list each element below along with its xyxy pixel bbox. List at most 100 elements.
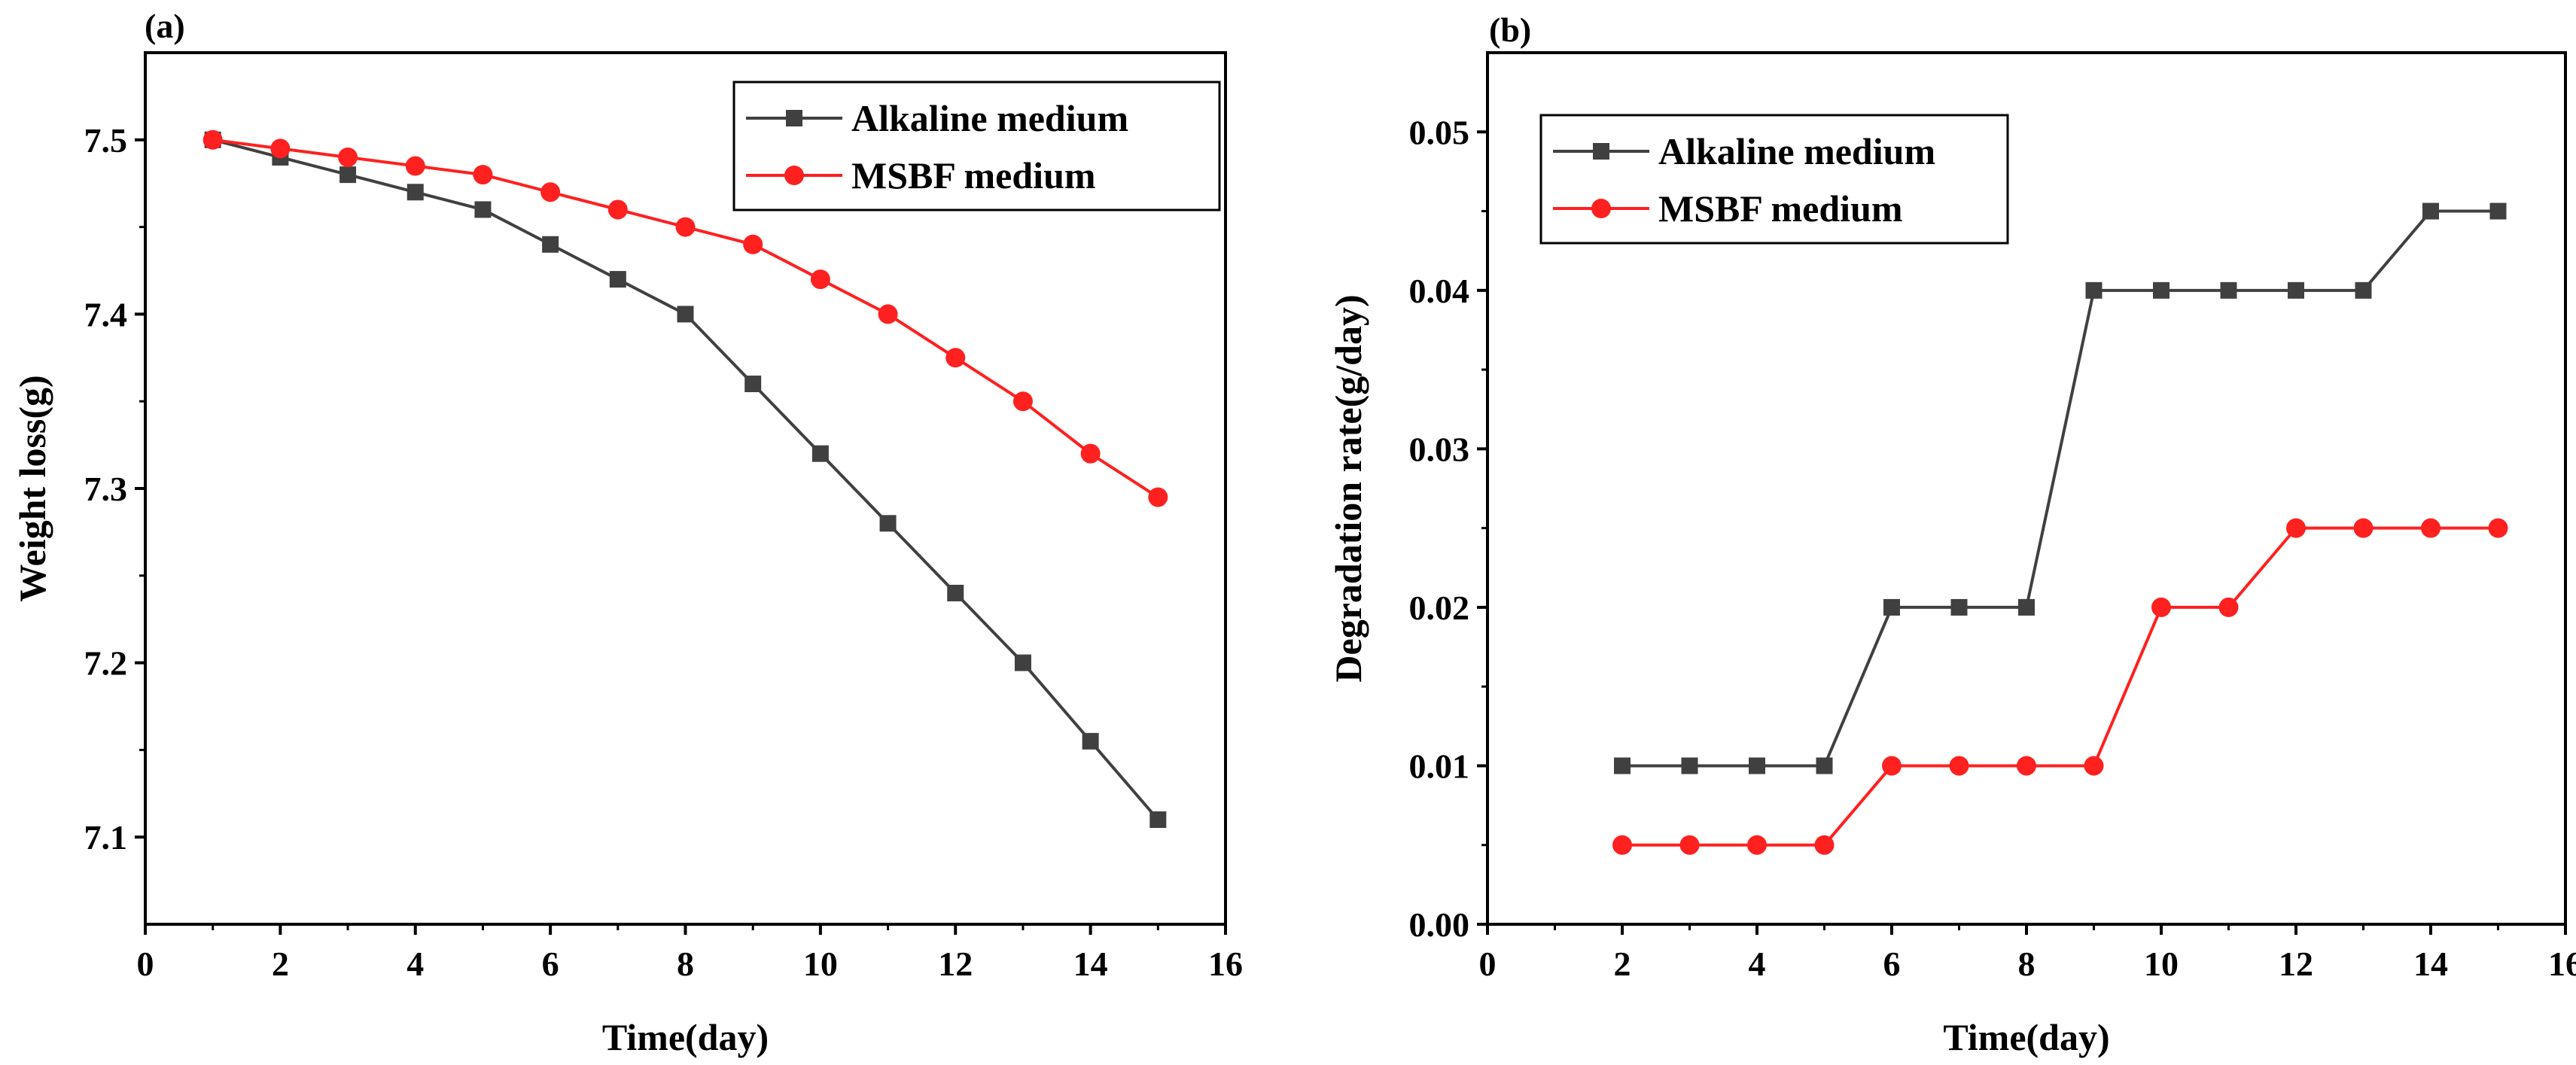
- data-point-square: [1082, 732, 1099, 750]
- data-point-circle: [1679, 835, 1700, 855]
- data-point-circle: [338, 147, 358, 167]
- data-point-square: [2220, 281, 2237, 299]
- data-point-circle: [405, 156, 425, 176]
- series-line-square: [1622, 209, 2498, 768]
- data-point-square: [542, 236, 559, 253]
- data-point-circle: [202, 129, 223, 150]
- series-line-square: [212, 138, 1159, 821]
- data-point-square: [1014, 654, 1031, 671]
- data-point-square: [1149, 811, 1167, 829]
- y-tick-label: 0.01: [1409, 747, 1470, 785]
- data-point-circle: [540, 182, 561, 202]
- data-point-square: [474, 201, 492, 218]
- data-point-square: [406, 184, 424, 201]
- legend-box: [732, 81, 1221, 211]
- data-point-square: [1614, 757, 1631, 774]
- series-line-circle: [1622, 526, 2498, 847]
- data-point-square: [1883, 598, 1900, 616]
- data-point-square: [947, 584, 964, 601]
- x-tick-label: 0: [1479, 945, 1497, 983]
- legend-marker-circle: [784, 166, 804, 185]
- x-tick-label: 16: [2548, 945, 2576, 983]
- y-tick-label: 7.2: [84, 644, 128, 683]
- data-point-circle: [2353, 518, 2374, 538]
- y-tick-label: 0.05: [1409, 113, 1470, 151]
- data-point-square: [2018, 598, 2035, 616]
- data-point-circle: [810, 269, 830, 290]
- legend-label: Alkaline medium: [1658, 130, 1935, 172]
- data-point-square: [2355, 281, 2372, 299]
- x-tick-label: 10: [803, 945, 838, 983]
- data-point-circle: [675, 217, 696, 237]
- data-point-square: [1950, 598, 1968, 616]
- legend-label: Alkaline medium: [851, 97, 1128, 139]
- data-point-square: [744, 376, 762, 393]
- data-point-square: [2085, 281, 2103, 299]
- legend-box: [1539, 114, 2009, 245]
- x-tick-label: 16: [1208, 945, 1243, 983]
- x-tick-label: 6: [542, 945, 559, 983]
- y-tick-label: 0.02: [1409, 589, 1470, 627]
- data-point-circle: [1949, 756, 1969, 776]
- data-point-circle: [2286, 518, 2306, 538]
- x-tick-label: 14: [2413, 945, 2448, 983]
- x-tick-label: 12: [938, 945, 973, 983]
- x-tick-label: 14: [1073, 945, 1108, 983]
- x-tick-label: 12: [2279, 945, 2313, 983]
- data-point-square: [2288, 281, 2304, 299]
- y-tick-label: 0.00: [1409, 905, 1470, 944]
- legend-marker-square: [1593, 143, 1609, 160]
- data-point-circle: [2218, 597, 2239, 617]
- panel-b-degradation-rate-chart: 0 2 4 6 8 10 12 14 16 0.00 0.01 0.02 0.03 0.04 0.05 (b)…: [1327, 11, 2576, 1058]
- data-point-square: [879, 515, 897, 532]
- data-point-circle: [1882, 756, 1902, 776]
- x-tick-label: 10: [2144, 945, 2179, 983]
- panel-a-weight-loss-chart: 0 2 4 6 8 10 12 14 16 7.1 7.2 7.3 7.4 7.5 (a) Time(day)…: [11, 7, 1243, 1058]
- data-point-circle: [945, 348, 966, 368]
- data-point-circle: [2151, 597, 2171, 617]
- data-point-circle: [1747, 835, 1767, 855]
- data-point-circle: [473, 165, 493, 185]
- x-tick-label: 4: [1749, 945, 1766, 983]
- y-tick-label: 0.03: [1409, 430, 1470, 468]
- legend-marker-circle: [1591, 199, 1611, 218]
- y-axis-label: Weight loss(g): [11, 375, 53, 601]
- data-point-square: [340, 166, 357, 184]
- y-tick-label: 7.5: [84, 121, 128, 160]
- x-axis-label: Time(day): [1943, 1016, 2109, 1058]
- data-point-circle: [607, 199, 628, 220]
- data-point-square: [1681, 757, 1698, 774]
- legend-marker-square: [786, 110, 802, 126]
- legend-label: MSBF medium: [851, 154, 1096, 196]
- data-point-square: [811, 445, 829, 462]
- data-point-square: [2489, 202, 2507, 220]
- data-point-circle: [1814, 835, 1835, 855]
- data-point-circle: [1612, 835, 1632, 855]
- y-tick-label: 0.04: [1409, 272, 1470, 310]
- x-tick-label: 8: [677, 945, 694, 983]
- data-point-square: [2422, 202, 2439, 220]
- data-point-square: [609, 271, 626, 288]
- x-tick-label: 4: [406, 945, 424, 983]
- data-point-square: [2153, 281, 2170, 299]
- data-point-circle: [1012, 391, 1033, 412]
- data-point-square: [1749, 757, 1765, 774]
- panel-label: (a): [145, 7, 185, 45]
- data-point-circle: [1148, 487, 1168, 507]
- x-tick-label: 6: [1883, 945, 1901, 983]
- data-point-circle: [2488, 518, 2508, 538]
- x-axis-label: Time(day): [602, 1016, 769, 1058]
- x-tick-label: 0: [137, 945, 154, 983]
- data-point-circle: [878, 304, 898, 324]
- data-point-square: [677, 306, 694, 323]
- x-tick-label: 2: [1614, 945, 1631, 983]
- data-point-circle: [270, 138, 291, 159]
- data-point-circle: [1080, 443, 1101, 464]
- data-point-circle: [743, 234, 763, 254]
- legend-label: MSBF medium: [1658, 187, 1903, 230]
- x-tick-label: 2: [272, 945, 289, 983]
- y-axis-label: Degradation rate(g/day): [1327, 294, 1369, 682]
- data-point-circle: [2017, 756, 2036, 776]
- data-point-circle: [2084, 756, 2104, 776]
